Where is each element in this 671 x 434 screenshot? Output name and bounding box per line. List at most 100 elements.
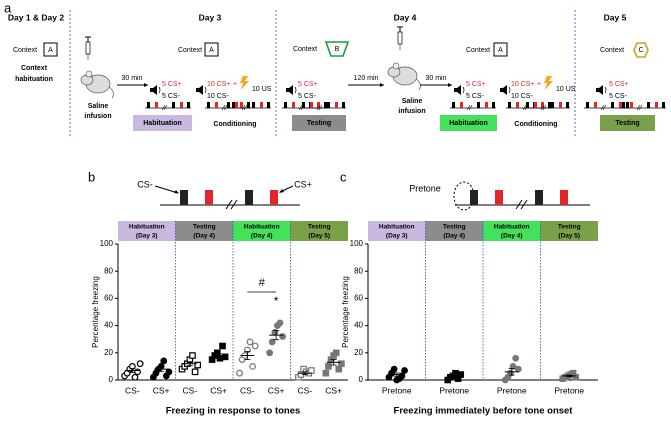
phase-label: Habituation: [379, 224, 415, 231]
x-tick-label: Pretone: [382, 385, 412, 395]
day-label: Day 3: [199, 12, 222, 22]
data-point: [322, 369, 330, 377]
phase-box: Testing: [615, 120, 639, 127]
y-axis-label: Percentage freezing: [341, 276, 350, 348]
phase-label: Conditioning: [213, 121, 256, 128]
plus: +: [537, 81, 541, 88]
panel-label: a: [4, 0, 12, 15]
schematic-c: Pretone: [409, 181, 590, 211]
data-point: [325, 363, 332, 370]
data-point: [246, 338, 254, 346]
data-point: [165, 368, 173, 376]
tone-count: 5 CS-: [162, 93, 181, 100]
x-tick-label: CS+: [325, 385, 342, 395]
phase-box: Habituation: [449, 120, 488, 127]
phase-label: (Day 3): [386, 233, 408, 240]
data-point: [216, 354, 224, 362]
panel-a: a Day 1 & Day 2 Context A Context habitu…: [4, 0, 667, 138]
phase-label: Habituation: [244, 224, 280, 231]
y-tick-label: 100: [350, 239, 364, 248]
interval: 30 min: [121, 75, 142, 82]
phase-label: Testing: [308, 224, 331, 231]
tone-count: 5 CS-: [609, 93, 628, 100]
schematic-label: Pretone: [409, 183, 441, 193]
data-point: [332, 349, 340, 357]
y-tick-label: 0: [109, 375, 114, 384]
phase-label: (Day 4): [501, 233, 523, 240]
x-tick-label: CS-: [125, 385, 140, 395]
phase-label: (Day 4): [193, 233, 215, 240]
day-label: Day 4: [394, 12, 417, 22]
data-point: [268, 338, 276, 346]
day-label: Day 1 & Day 2: [8, 12, 64, 22]
data-point: [221, 353, 229, 361]
data-point: [390, 365, 398, 373]
context-label: Context: [13, 47, 37, 54]
data-point: [249, 363, 256, 370]
x-tick-label: CS-: [183, 385, 198, 395]
schematic-label: CS+: [294, 179, 312, 189]
context-label: Context: [178, 47, 202, 54]
tone-count: 5 CS-: [298, 93, 317, 100]
data-point: [457, 371, 465, 378]
y-tick-label: 100: [100, 239, 114, 248]
data-point: [236, 369, 243, 377]
panel-label: b: [88, 169, 95, 184]
x-tick-label: CS+: [210, 385, 227, 395]
phase-header: [368, 221, 426, 241]
context-letter: A: [498, 47, 503, 54]
tone-count: 5 CS-: [466, 93, 485, 100]
data-point: [572, 373, 580, 381]
data-point: [512, 354, 520, 362]
phase-header: [483, 221, 541, 241]
y-tick-label: 40: [354, 321, 363, 330]
infusion: infusion: [84, 113, 111, 120]
data-point: [266, 349, 274, 357]
x-tick-label: CS-: [298, 385, 313, 395]
data-point: [401, 367, 408, 374]
x-tick-label: Pretone: [554, 385, 584, 395]
data-point: [338, 360, 345, 367]
y-tick-label: 60: [104, 294, 113, 303]
phase-label: Testing: [193, 224, 216, 231]
phase-label: Testing: [558, 224, 581, 231]
data-point: [219, 342, 226, 350]
us-count: 10 US: [556, 86, 576, 93]
phase-header: [175, 221, 233, 241]
context-letter: C: [638, 47, 643, 54]
data-point: [251, 342, 259, 350]
infusion: Saline: [402, 98, 423, 105]
day-label: Day 5: [604, 12, 627, 22]
panel-label: c: [340, 169, 347, 184]
tone-count: 10 CS-: [207, 93, 229, 100]
data-point: [191, 368, 199, 376]
data-point: [509, 363, 517, 370]
phase-header: [290, 221, 348, 241]
annotation: #: [259, 277, 266, 289]
context-letter: A: [48, 47, 53, 54]
context-letter: B: [335, 46, 340, 53]
chart-title: Freezing in response to tones: [166, 406, 301, 417]
infusion: Saline: [88, 103, 109, 110]
tone-count: 5 CS+: [466, 81, 486, 88]
y-tick-label: 20: [104, 348, 113, 357]
data-point: [398, 372, 406, 380]
data-point: [279, 333, 287, 340]
annotation: *: [274, 294, 279, 308]
phase-label: (Day 4): [443, 233, 465, 240]
context-label: Context: [466, 47, 490, 54]
data-point: [194, 361, 201, 369]
interval: 30 min: [425, 75, 446, 82]
data-point: [131, 373, 139, 381]
phase-header: [425, 221, 483, 241]
plus: +: [233, 81, 237, 88]
phase-label: Habituation: [494, 224, 530, 231]
tone-count: 5 CS+: [298, 81, 318, 88]
y-tick-label: 80: [104, 266, 113, 275]
schematic-b: CS- CS+: [137, 179, 312, 210]
tone-count: 5 CS+: [609, 81, 629, 88]
phase-box: Testing: [307, 120, 331, 127]
x-tick-label: Pretone: [439, 385, 469, 395]
tone-count: 10 CS+: [511, 81, 535, 88]
